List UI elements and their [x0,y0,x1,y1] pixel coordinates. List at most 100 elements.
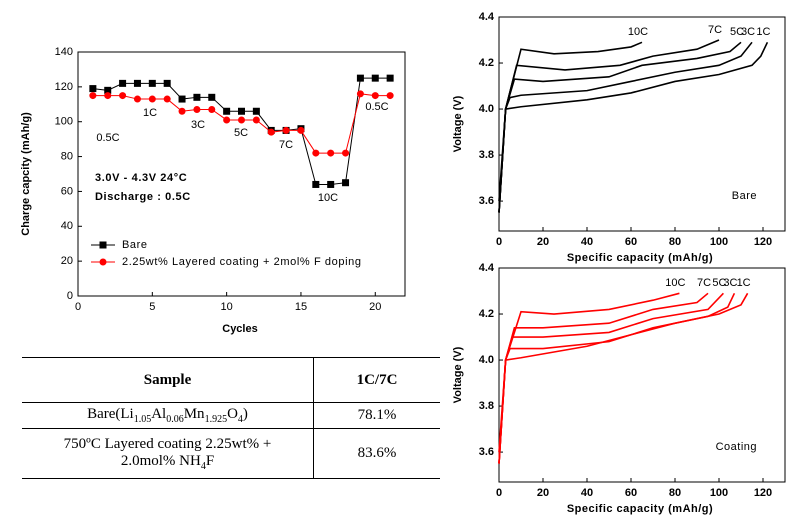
marker [371,74,379,82]
text-part: 4 [237,414,243,425]
marker [178,95,186,103]
series-line [498,39,720,213]
ratio-cell: 83.6% [313,428,440,479]
header-cell: 1C/7C [313,357,440,403]
x-tick-label: 40 [581,487,593,499]
legend-marker [99,258,107,266]
y-tick-label: 120 [55,81,73,93]
marker [133,95,141,103]
text-part: 1.05 [133,414,152,425]
y-axis-title: Voltage (V) [452,95,464,152]
curve-label: 7C [697,277,711,289]
marker [163,79,171,87]
annotation: 10C [318,192,338,204]
text-part: 750ºC Layered coating 2.25wt% + [63,435,272,452]
curve-label: 10C [628,26,648,38]
marker [327,180,335,188]
marker [208,93,216,101]
text-part: 2.0mol% NH [120,452,201,469]
y-tick-label: 3.6 [479,195,494,207]
y-tick-label: 40 [61,220,73,232]
plot-frame [498,267,786,483]
ratio-cell: 78.1% [313,402,440,429]
y-tick-label: 4.2 [479,308,494,320]
x-axis-title: Specific capacity (mAh/g) [567,503,713,515]
series-line [498,41,643,213]
text-part: F [205,452,215,469]
x-tick-label: 20 [537,236,549,248]
x-tick-label: 0 [496,236,502,248]
marker [356,74,364,82]
y-tick-label: 3.8 [479,400,494,412]
annotation: 7C [279,139,293,151]
x-tick-label: 10 [221,301,233,313]
text-part: ) [242,406,248,422]
plot-frame [77,51,406,297]
y-tick-label: 4.4 [479,11,495,23]
marker [119,79,127,87]
marker [386,92,394,100]
marker [193,106,201,114]
curve-label: 1C [756,26,770,38]
y-tick-label: 0 [67,290,73,302]
annotation: 0.5C [96,132,119,144]
marker [342,179,350,187]
y-axis-title: Charge capcity (mAh/g) [20,112,32,236]
y-tick-label: 4.0 [479,354,494,366]
marker [238,116,245,124]
text-part: 0.06 [166,414,184,425]
marker [104,86,112,94]
marker [267,128,275,136]
annotation: 5C [234,127,248,139]
series-line [498,41,753,213]
marker [178,107,186,115]
series-line [498,41,769,202]
y-tick-label: 60 [61,185,73,197]
marker [252,107,260,115]
curve-label: 10C [665,277,685,289]
marker [312,149,320,157]
panel-label: Bare [732,190,757,202]
x-tick-label: 60 [625,236,637,248]
marker [223,107,231,115]
x-tick-label: 100 [710,236,728,248]
marker [327,149,335,157]
header-cell: Sample [22,357,314,403]
y-tick-label: 20 [61,255,73,267]
series-line [498,292,736,464]
text-part: O [227,406,238,422]
series-line [498,292,709,464]
marker [238,107,245,115]
y-tick-label: 3.8 [479,149,494,161]
series-line [498,292,724,464]
curve-label: 5C [730,26,744,38]
marker [297,126,305,134]
x-tick-label: 5 [149,301,155,313]
legend-label: Bare [122,239,148,251]
sample-cell: 750ºC Layered coating 2.25wt% +2.0mol% N… [22,428,314,479]
text-part: Al [151,406,167,422]
text-part: Mn [183,406,205,422]
marker [119,92,127,100]
curve-label: 7C [708,24,722,36]
y-tick-label: 4.0 [479,103,494,115]
marker [342,149,350,157]
text-part: 1.925 [204,414,228,425]
marker [208,106,216,114]
x-tick-label: 20 [537,487,549,499]
marker [312,180,320,188]
legend-label: 2.25wt% Layered coating + 2mol% F doping [122,256,362,268]
marker [133,79,141,87]
annotation: 3.0V - 4.3V 24°C [95,172,187,184]
curve-label: 3C [723,277,737,289]
x-tick-label: 120 [754,236,772,248]
y-tick-label: 4.4 [479,262,495,274]
annotation: 3C [191,119,205,131]
x-tick-label: 0 [496,487,502,499]
plot-frame [498,16,786,232]
x-tick-label: 40 [581,236,593,248]
y-tick-label: 80 [61,150,73,162]
marker [386,74,394,82]
